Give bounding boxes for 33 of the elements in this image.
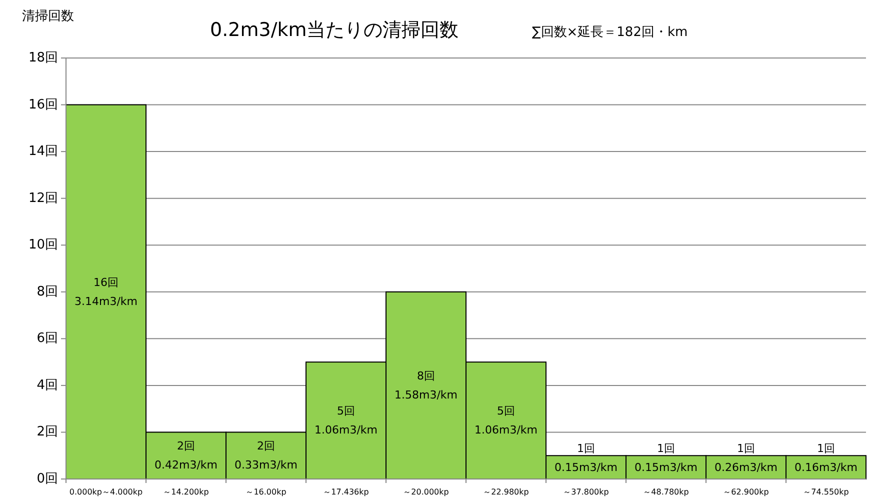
y-tick-label: 6回: [36, 331, 58, 346]
y-tick-label: 0回: [36, 472, 58, 486]
data-label: 5回 1.06m3/km: [474, 404, 538, 437]
y-tick-label: 18回: [28, 50, 58, 66]
x-tick-label: ～37.800kp: [563, 488, 609, 496]
y-tick-label: 10回: [28, 238, 58, 253]
data-label: 1回 0.15m3/km: [634, 442, 698, 474]
chart-title: 0.2m3/km当たりの清掃回数: [210, 19, 459, 41]
data-label: 2回 0.33m3/km: [234, 440, 298, 472]
y-tick-label: 4回: [36, 378, 58, 393]
data-label: 1回 0.26m3/km: [714, 442, 778, 474]
y-tick-label: 16回: [28, 97, 58, 112]
x-tick-label: ～74.550kp: [803, 488, 849, 496]
data-label: 8回 1.58m3/km: [394, 369, 458, 402]
x-tick-label: ～14.200kp: [163, 488, 209, 496]
data-label: 5回 1.06m3/km: [314, 404, 378, 437]
y-axis-title: 清掃回数: [22, 9, 74, 24]
data-label: 2回 0.42m3/km: [154, 440, 218, 472]
data-label: 1回 0.15m3/km: [554, 442, 618, 474]
x-tick-label: ～17.436kp: [323, 488, 369, 496]
y-tick-label: 14回: [28, 144, 58, 160]
x-tick-label: ～48.780kp: [643, 488, 689, 496]
x-tick-label: ～20.000kp: [403, 488, 449, 496]
data-label: 16回 3.14m3/km: [74, 276, 138, 308]
data-label: 1回 0.16m3/km: [794, 442, 858, 474]
y-tick-label: 2回: [36, 424, 58, 440]
x-tick-label: ～22.980kp: [483, 488, 529, 496]
y-tick-label: 12回: [28, 190, 58, 206]
chart-subtitle: ∑回数×延長＝182回・km: [532, 25, 688, 40]
y-tick-label: 8回: [36, 284, 58, 300]
x-tick-label: 0.000kp～4.000kp: [69, 488, 143, 496]
x-tick-label: ～62.900kp: [723, 488, 769, 496]
x-tick-label: ～16.00kp: [246, 488, 286, 496]
